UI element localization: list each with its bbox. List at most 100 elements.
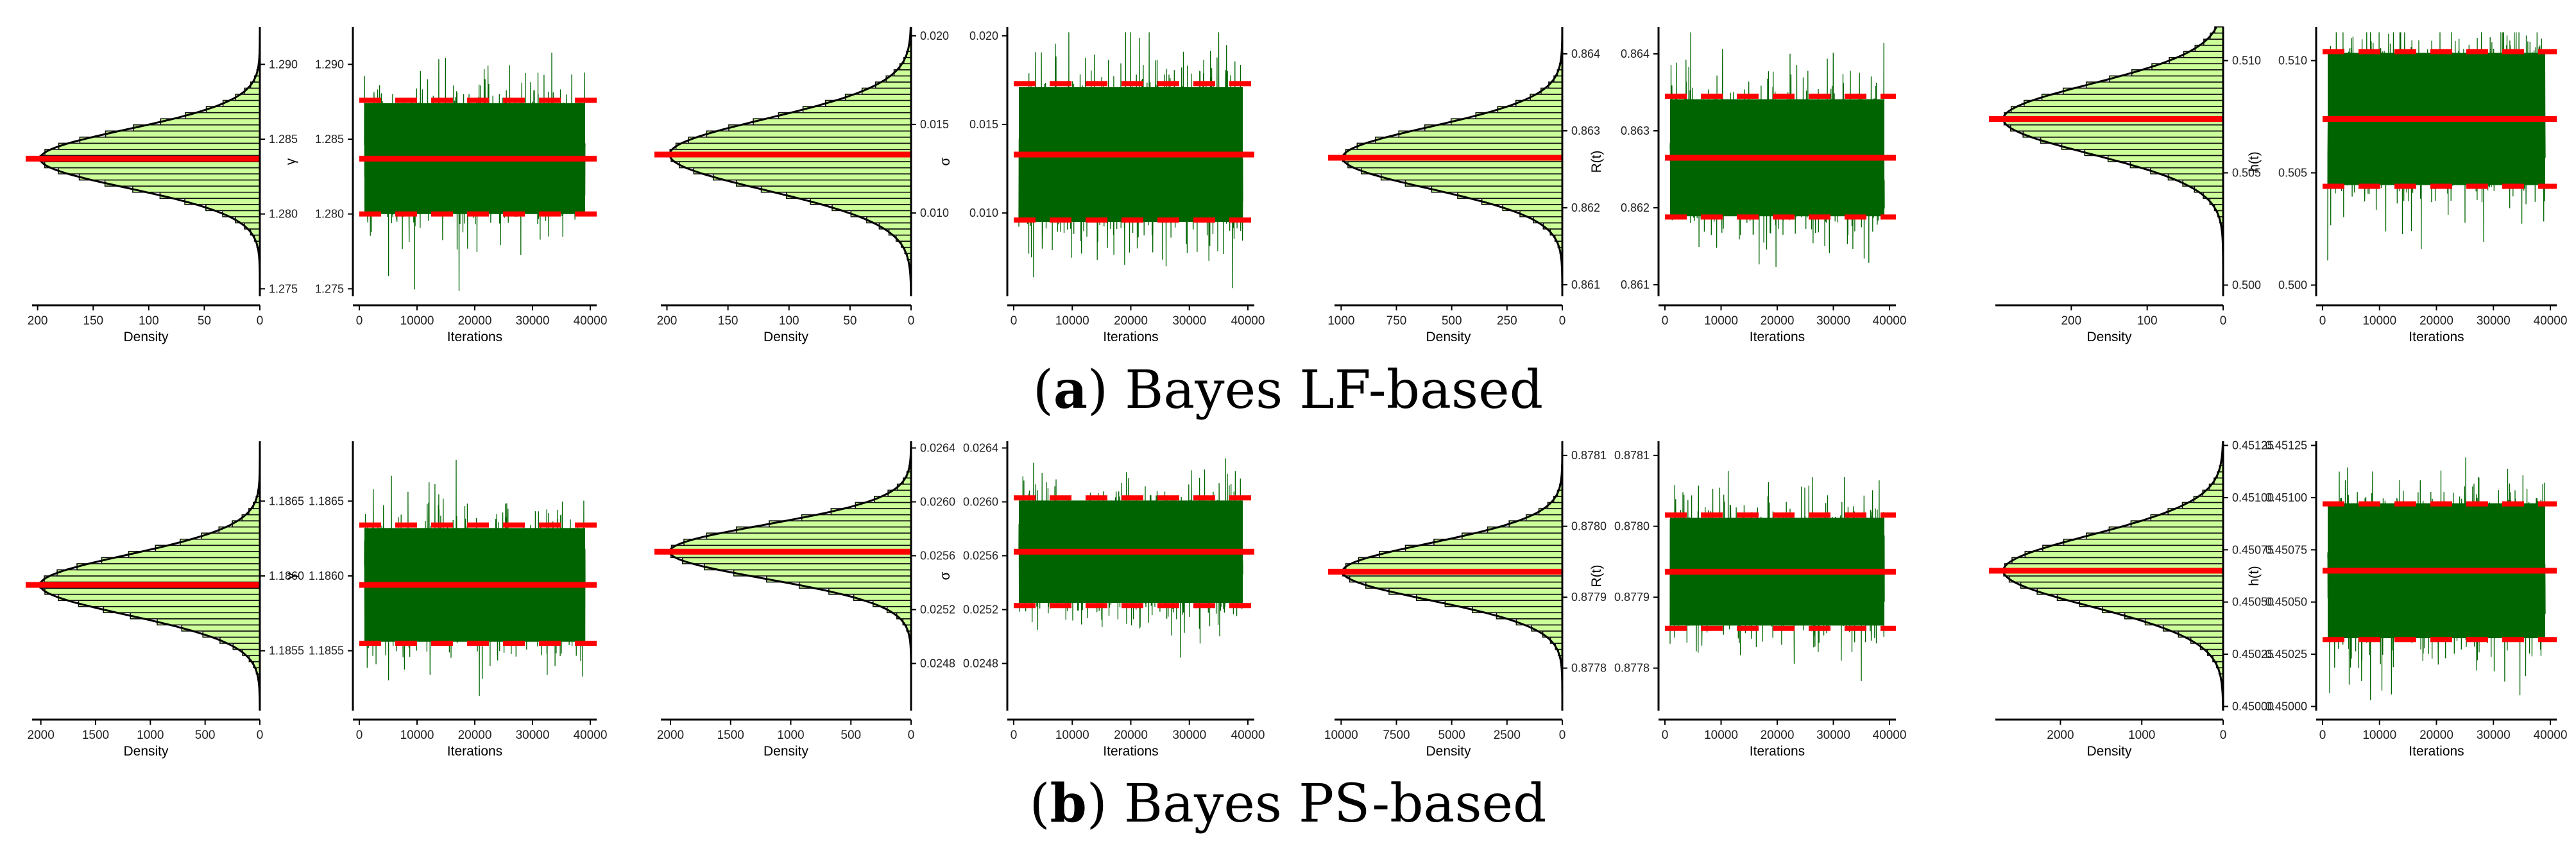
r0-p2-density-bin [1481, 198, 1563, 205]
r1-p1-density-ytick-label: 0.0248 [920, 657, 955, 670]
r0-p1-density-xtick-label: 50 [843, 314, 857, 328]
r1-p2-density-bin [1365, 581, 1563, 589]
r0-p3-density-bin [2041, 94, 2224, 101]
r1-p0-density-bin [181, 624, 260, 632]
r0-p2-density-bin [1356, 142, 1563, 150]
r0-p2-density-ytick-label: 0.864 [1571, 47, 1600, 60]
r0-p3-density-plot: 200 100 0 Density 0.500 0.505 0.510 [1989, 26, 2261, 344]
r1-p2-density-xtick-label: 10000 [1324, 729, 1358, 742]
r0-p3-density-ytick-label: 0.500 [2232, 279, 2261, 292]
r1-p2-density-bin [1349, 575, 1563, 583]
r0-p1-density-xtick-label: 100 [779, 314, 799, 328]
r0-p2-density-bin [1380, 173, 1563, 181]
r1-p3-density-bin [2042, 545, 2224, 552]
r0-p2-trace-ytick-label: 0.862 [1621, 201, 1650, 214]
r0-p2-density-ytick-label: 0.861 [1571, 278, 1600, 291]
r1-p1-density-bin [704, 563, 912, 571]
caption-a-letter: a [1053, 359, 1088, 421]
r1-p0-density-ytick-label: 1.1860 [269, 570, 304, 582]
r0-p0-density-ytick-label: 1.290 [269, 58, 298, 71]
r0-p1-density-bin [760, 185, 912, 193]
r0-p1-density-plot: 200 150 100 50 0 Density 0.010 0.015 0.020 [654, 26, 949, 344]
r1-p2-trace-ytick-label: 0.8780 [1614, 520, 1650, 533]
r1-p1-trace-ylabel: σ [938, 571, 953, 580]
r0-p1-trace-xtick-label: 0 [1011, 314, 1018, 328]
r0-p1-density-bin [688, 137, 912, 144]
caption-b-title: Bayes PS-based [1123, 773, 1547, 834]
r1-p2-density-ytick-label: 0.8778 [1571, 662, 1607, 675]
r1-p1-trace-xtick-label: 0 [1011, 729, 1018, 742]
r1-p1-trace-xtick-label: 40000 [1231, 729, 1265, 742]
r1-p1-density-xtick-label: 1000 [777, 729, 804, 742]
r1-p0-trace-ytick-label: 1.1855 [309, 645, 344, 657]
r1-p1-density-ytick-label: 0.0256 [920, 550, 955, 562]
r0-p3-density-bin [2084, 149, 2224, 156]
r0-p1-density-ytick-label: 0.015 [920, 118, 949, 131]
r1-p3-trace-ytick-label: 0.45075 [2265, 543, 2307, 556]
r1-p3-trace-ytick-label: 0.45000 [2265, 700, 2307, 713]
r1-p0-trace-xtick-label: 40000 [574, 729, 608, 742]
r0-p0-density-bin [58, 167, 260, 174]
r0-p0-density-bin [58, 142, 260, 150]
r0-p3-trace-xtick-label: 30000 [2477, 314, 2511, 328]
r1-p3-density-bin [2020, 581, 2224, 589]
r1-p3-density-xtick-label: 1000 [2128, 729, 2155, 742]
r1-p0-trace-ytick-label: 1.1860 [309, 570, 344, 582]
r1-p1-trace-plot: 0.0248 0.0252 0.0256 0.0260 0.0264 0 10000 2000… [938, 441, 1265, 759]
r1-p1-trace-ytick-label: 0.0260 [963, 496, 998, 509]
r0-p3-density-bin [2061, 142, 2224, 150]
r0-p0-density-bin [79, 137, 260, 144]
r1-p3-density-bin [2108, 526, 2224, 534]
r1-p3-trace-xlabel: Iterations [2409, 744, 2464, 759]
r0-p2-density-bin [1345, 149, 1563, 156]
r1-p3-trace-xtick-label: 0 [2319, 729, 2326, 742]
r0-p1-density-curve [669, 26, 912, 297]
r1-p1-density-xtick-label: 2000 [657, 729, 684, 742]
r0-p3-density-ytick-label: 0.505 [2232, 167, 2261, 180]
r1-p1-trace-xtick-label: 20000 [1114, 729, 1148, 742]
r1-p0-trace-ytick-label: 1.1865 [309, 494, 344, 507]
r0-p0-density-ytick-label: 1.275 [269, 282, 298, 295]
r0-p3-trace-xlabel: Iterations [2409, 330, 2464, 344]
r1-p0-density-ytick-label: 1.1855 [269, 645, 304, 657]
r1-p0-trace-plot: 1.1855 1.1860 1.1865 0 10000 20000 30000 40000 I… [284, 441, 607, 759]
r0-p2-density-xtick-label: 750 [1386, 314, 1407, 328]
r1-p0-density-bin [76, 563, 260, 571]
r0-p0-density-xtick-label: 100 [139, 314, 159, 328]
r0-p2-density-xtick-label: 250 [1497, 314, 1517, 328]
r1-p2-density-bin [1472, 605, 1563, 614]
r0-p1-density-bin [675, 142, 912, 150]
r1-p1-density-ytick-label: 0.0252 [920, 604, 955, 616]
r0-p3-density-bin [2107, 155, 2224, 162]
r0-p3-density-xtick-label: 200 [2061, 314, 2081, 328]
r0-p1-trace-xtick-label: 40000 [1231, 314, 1265, 328]
r1-p3-density-xtick-label: 0 [2220, 729, 2227, 742]
r0-p1-trace-xtick-label: 20000 [1114, 314, 1148, 328]
r0-p2-density-xtick-label: 0 [1559, 314, 1566, 328]
r0-p1-density-xtick-label: 0 [908, 314, 915, 328]
r1-p0-density-bin [44, 575, 260, 583]
r0-p0-density-xtick-label: 0 [257, 314, 264, 328]
r1-p3-density-bin [2144, 618, 2224, 626]
r1-p3-density-curve [2002, 441, 2224, 711]
r0-p0-density-bin [78, 173, 260, 181]
r0-p1-density-bin [735, 179, 912, 187]
r0-p1-density-bin [693, 167, 912, 174]
r0-p1-density-bin [778, 112, 912, 119]
r1-p3-density-bin [2124, 612, 2224, 620]
r1-p3-trace-plot: 0.45000 0.45025 0.45050 0.45075 0.45100 0.451… [2247, 439, 2567, 759]
r0-p0-density-xtick-label: 150 [83, 314, 103, 328]
r1-p1-trace-xtick-label: 10000 [1055, 729, 1089, 742]
r0-p0-density-bin [44, 161, 260, 169]
r1-p2-density-bin [1444, 600, 1563, 607]
r0-p3-trace-xtick-label: 10000 [2362, 314, 2396, 328]
r1-p3-density-bin [2162, 624, 2224, 632]
r1-p3-density-ytick-label: 0.45100 [2232, 491, 2274, 504]
r0-p0-density-xtick-label: 200 [28, 314, 48, 328]
r1-p1-density-plot: 2000 1500 1000 500 0 Density 0.0248 0.0252 0.025… [654, 441, 955, 759]
r0-p0-density-xtick-label: 50 [198, 314, 211, 328]
r0-p3-density-bin [2062, 87, 2224, 95]
r1-p1-density-bin [769, 520, 912, 528]
r1-p0-density-bin [130, 612, 260, 620]
r1-p3-density-xtick-label: 2000 [2047, 729, 2074, 742]
